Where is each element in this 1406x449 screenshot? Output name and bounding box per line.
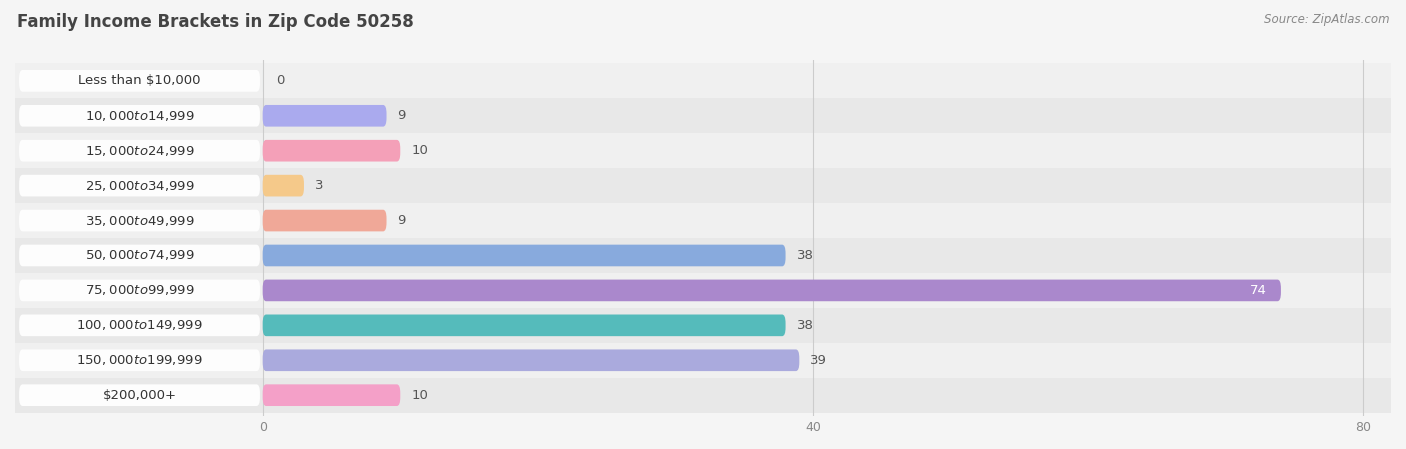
Bar: [15, 203, 1406, 238]
Text: $15,000 to $24,999: $15,000 to $24,999: [84, 144, 194, 158]
Text: $35,000 to $49,999: $35,000 to $49,999: [84, 214, 194, 228]
FancyBboxPatch shape: [20, 175, 260, 197]
FancyBboxPatch shape: [263, 140, 401, 162]
Text: $75,000 to $99,999: $75,000 to $99,999: [84, 283, 194, 297]
FancyBboxPatch shape: [263, 105, 387, 127]
Text: $150,000 to $199,999: $150,000 to $199,999: [76, 353, 202, 367]
FancyBboxPatch shape: [263, 175, 304, 197]
FancyBboxPatch shape: [20, 210, 260, 231]
Text: $100,000 to $149,999: $100,000 to $149,999: [76, 318, 202, 332]
FancyBboxPatch shape: [20, 280, 260, 301]
Text: $25,000 to $34,999: $25,000 to $34,999: [84, 179, 194, 193]
FancyBboxPatch shape: [20, 70, 260, 92]
Text: 9: 9: [398, 214, 406, 227]
Bar: [15, 343, 1406, 378]
FancyBboxPatch shape: [263, 384, 401, 406]
Text: Less than $10,000: Less than $10,000: [79, 75, 201, 88]
FancyBboxPatch shape: [20, 245, 260, 266]
Text: 39: 39: [810, 354, 827, 367]
FancyBboxPatch shape: [20, 349, 260, 371]
Text: 3: 3: [315, 179, 323, 192]
Text: 38: 38: [797, 319, 814, 332]
Bar: [15, 133, 1406, 168]
Text: $10,000 to $14,999: $10,000 to $14,999: [84, 109, 194, 123]
Text: 0: 0: [277, 75, 285, 88]
FancyBboxPatch shape: [263, 210, 387, 231]
Text: Family Income Brackets in Zip Code 50258: Family Income Brackets in Zip Code 50258: [17, 13, 413, 31]
Text: 10: 10: [412, 144, 429, 157]
FancyBboxPatch shape: [20, 105, 260, 127]
Text: Source: ZipAtlas.com: Source: ZipAtlas.com: [1264, 13, 1389, 26]
Bar: [15, 308, 1406, 343]
Text: $50,000 to $74,999: $50,000 to $74,999: [84, 248, 194, 263]
Bar: [15, 238, 1406, 273]
Text: 9: 9: [398, 109, 406, 122]
FancyBboxPatch shape: [263, 349, 800, 371]
FancyBboxPatch shape: [263, 280, 1281, 301]
Bar: [15, 273, 1406, 308]
FancyBboxPatch shape: [263, 245, 786, 266]
FancyBboxPatch shape: [20, 314, 260, 336]
FancyBboxPatch shape: [20, 384, 260, 406]
FancyBboxPatch shape: [20, 140, 260, 162]
Bar: [15, 98, 1406, 133]
Text: 74: 74: [1250, 284, 1267, 297]
Bar: [15, 378, 1406, 413]
Text: 38: 38: [797, 249, 814, 262]
Bar: [15, 63, 1406, 98]
Text: 10: 10: [412, 389, 429, 402]
FancyBboxPatch shape: [263, 314, 786, 336]
Bar: [15, 168, 1406, 203]
Text: $200,000+: $200,000+: [103, 389, 177, 402]
